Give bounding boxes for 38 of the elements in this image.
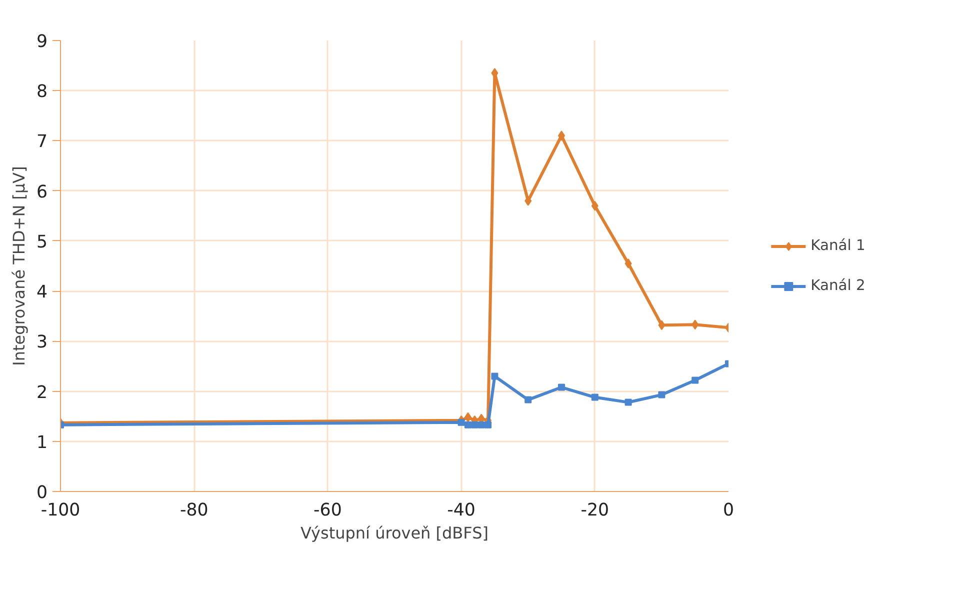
y-tick-label: 4 xyxy=(36,282,48,303)
legend-label: Kanál 1 xyxy=(810,237,866,254)
point xyxy=(484,421,492,428)
x-axis-title: Výstupní úroveň [dBFS] xyxy=(300,524,488,542)
point xyxy=(491,372,498,380)
point xyxy=(692,376,699,384)
point xyxy=(692,320,699,330)
y-tick-label: 1 xyxy=(36,432,48,453)
y-tick-label: 0 xyxy=(36,483,48,503)
x-tick-label: -20 xyxy=(580,500,610,520)
y-tick-label: 7 xyxy=(36,132,48,152)
x-tick-label: 0 xyxy=(722,500,734,520)
y-axis-title: Integrované THD+N [µV] xyxy=(9,166,28,366)
x-tick-label: -60 xyxy=(314,500,342,520)
point xyxy=(558,384,565,391)
point xyxy=(478,421,485,428)
y-tick-label: 9 xyxy=(36,32,48,52)
point xyxy=(624,258,632,268)
point xyxy=(591,200,598,211)
y-tick-label: 6 xyxy=(36,182,48,202)
x-tick-label: -40 xyxy=(447,500,476,520)
point xyxy=(591,394,598,401)
point xyxy=(471,421,478,428)
y-tick-label: 3 xyxy=(36,332,48,353)
y-tick-label: 2 xyxy=(36,382,48,403)
point xyxy=(524,396,532,404)
point xyxy=(464,412,472,422)
point xyxy=(658,391,666,398)
point xyxy=(658,320,666,330)
point xyxy=(524,196,532,206)
point xyxy=(458,418,465,426)
x-tick-label: -100 xyxy=(40,500,80,520)
y-tick-label: 5 xyxy=(36,232,48,252)
x-tick-label: -80 xyxy=(180,500,208,520)
point xyxy=(624,398,632,406)
y-tick-label: 8 xyxy=(36,82,48,102)
point xyxy=(464,421,472,428)
legend-label: Kanál 2 xyxy=(810,277,866,294)
